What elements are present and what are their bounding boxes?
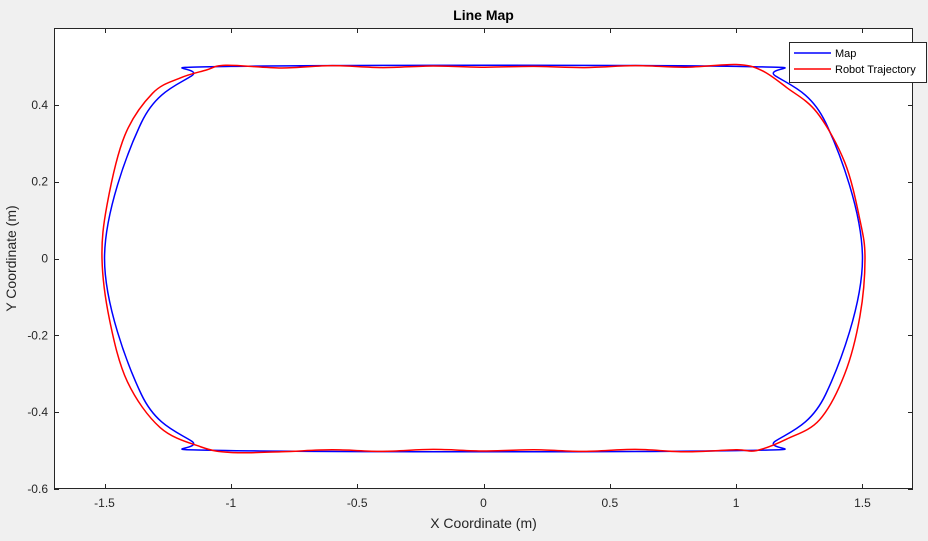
y-tick-label: 0.4: [31, 98, 48, 112]
x-tick-label: 1.5: [854, 496, 871, 510]
x-tick-label: -1: [226, 496, 237, 510]
legend: Map Robot Trajectory: [789, 42, 927, 83]
x-tick-label: -1.5: [94, 496, 115, 510]
tick-labels: -1.5 -1 -0.5 0 0.5 1 1.5 -0.6 -0.4 -0.2 0 0.2 0.4: [27, 98, 871, 510]
series-lines: [101, 63, 866, 454]
plot-frame: [54, 28, 913, 489]
x-tick-label: 0: [480, 496, 487, 510]
x-tick-label: -0.5: [347, 496, 368, 510]
legend-label-robot-trajectory: Robot Trajectory: [835, 64, 916, 76]
legend-label-map: Map: [835, 48, 856, 60]
series-line-map: [103, 64, 864, 453]
plot-area: [54, 28, 913, 489]
x-tick-label: 1: [733, 496, 740, 510]
x-axis-title: X Coordinate (m): [430, 515, 537, 531]
series-line-robot-trajectory: [101, 63, 866, 454]
y-axis-title: Y Coordinate (m): [3, 205, 19, 311]
chart-title: Line Map: [453, 7, 514, 23]
y-tick-label: -0.6: [27, 482, 48, 496]
legend-box: [789, 42, 927, 83]
y-tick-label: 0: [41, 252, 48, 266]
y-tick-label: -0.4: [27, 405, 48, 419]
x-tick-label: 0.5: [601, 496, 618, 510]
y-tick-label: 0.2: [31, 175, 48, 189]
y-tick-label: -0.2: [27, 328, 48, 342]
